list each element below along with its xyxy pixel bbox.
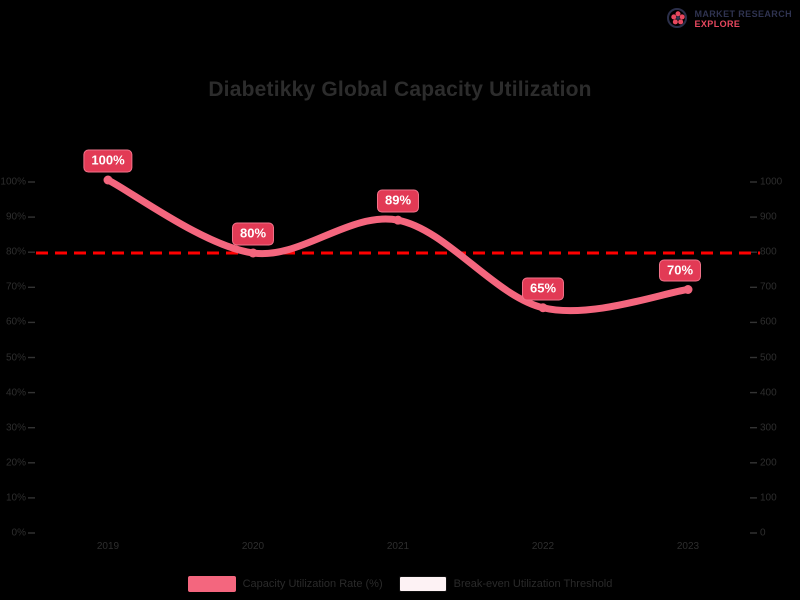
- legend-item-series[interactable]: Capacity Utilization Rate (%): [187, 576, 383, 592]
- legend-swatch-series-icon: [187, 576, 236, 592]
- logo-ring-shape: [667, 8, 688, 28]
- y-axis-left-label: 30%: [5, 422, 26, 434]
- y-axis-right-ticks: [750, 181, 757, 534]
- y-axis-left-label: 50%: [5, 352, 26, 363]
- brand-logo: MARKET RESEARCH EXPLORE: [667, 4, 792, 34]
- data-point-marker[interactable]: [248, 248, 258, 258]
- data-point-marker[interactable]: [538, 303, 548, 313]
- y-axis-left-label: 60%: [5, 316, 26, 328]
- y-axis-right-label: 1000: [760, 176, 783, 188]
- legend-item-threshold[interactable]: Break-even Utilization Threshold: [398, 576, 613, 592]
- y-axis-right-label: 900: [760, 211, 777, 223]
- blossom-ring-icon: [667, 8, 689, 30]
- x-axis-label: 2022: [531, 541, 555, 552]
- data-point-label: 70%: [658, 259, 702, 282]
- data-point-marker[interactable]: [393, 215, 403, 225]
- data-point-marker[interactable]: [683, 285, 693, 294]
- x-axis-label: 2019: [96, 541, 120, 552]
- data-point-label: 80%: [231, 222, 275, 246]
- logo-line-primary: MARKET RESEARCH: [694, 8, 792, 19]
- legend-swatch-threshold-icon: [398, 576, 447, 592]
- data-point-label: 65%: [521, 277, 565, 301]
- y-axis-right-label: 300: [760, 422, 777, 434]
- y-axis-left-label: 90%: [5, 211, 26, 223]
- data-point-label: 89%: [376, 189, 420, 213]
- y-axis-right-label: 200: [760, 457, 777, 469]
- x-axis-label: 2020: [241, 541, 265, 552]
- y-axis-right-label: 800: [760, 246, 777, 258]
- y-axis-left-label: 100%: [0, 176, 26, 188]
- logo-blossom-shape: [671, 11, 686, 25]
- y-axis-left-label: 80%: [5, 246, 26, 258]
- legend-label-series: Capacity Utilization Rate (%): [242, 578, 383, 590]
- y-axis-left-ticks: [28, 181, 35, 534]
- logo-wordmark: MARKET RESEARCH EXPLORE: [694, 8, 792, 29]
- x-axis-label: 2023: [676, 541, 700, 552]
- data-point-marker[interactable]: [103, 175, 113, 185]
- y-axis-right-label: 500: [760, 352, 777, 363]
- x-axis-label: 2021: [386, 541, 410, 552]
- y-axis-right-label: 600: [760, 316, 777, 328]
- y-axis-right-label: 100: [760, 492, 777, 504]
- capacity-utilization-points: [103, 175, 693, 313]
- y-axis-left-label: 70%: [5, 281, 26, 293]
- data-point-label: 100%: [83, 149, 133, 173]
- y-axis-left-label: 10%: [5, 492, 26, 504]
- legend-label-threshold: Break-even Utilization Threshold: [453, 578, 613, 590]
- y-axis-right-label: 700: [760, 281, 777, 293]
- logo-line-secondary: EXPLORE: [694, 18, 741, 29]
- y-axis-right-label: 400: [760, 387, 777, 399]
- chart-title: Diabetikky Global Capacity Utilization: [208, 78, 592, 101]
- y-axis-left-label: 40%: [5, 387, 26, 399]
- y-axis-left-label: 20%: [5, 457, 26, 469]
- chart-legend: Capacity Utilization Rate (%) Break-even…: [0, 576, 800, 592]
- y-axis-left-label: 0%: [11, 527, 26, 539]
- y-axis-right-label: 0: [760, 527, 766, 539]
